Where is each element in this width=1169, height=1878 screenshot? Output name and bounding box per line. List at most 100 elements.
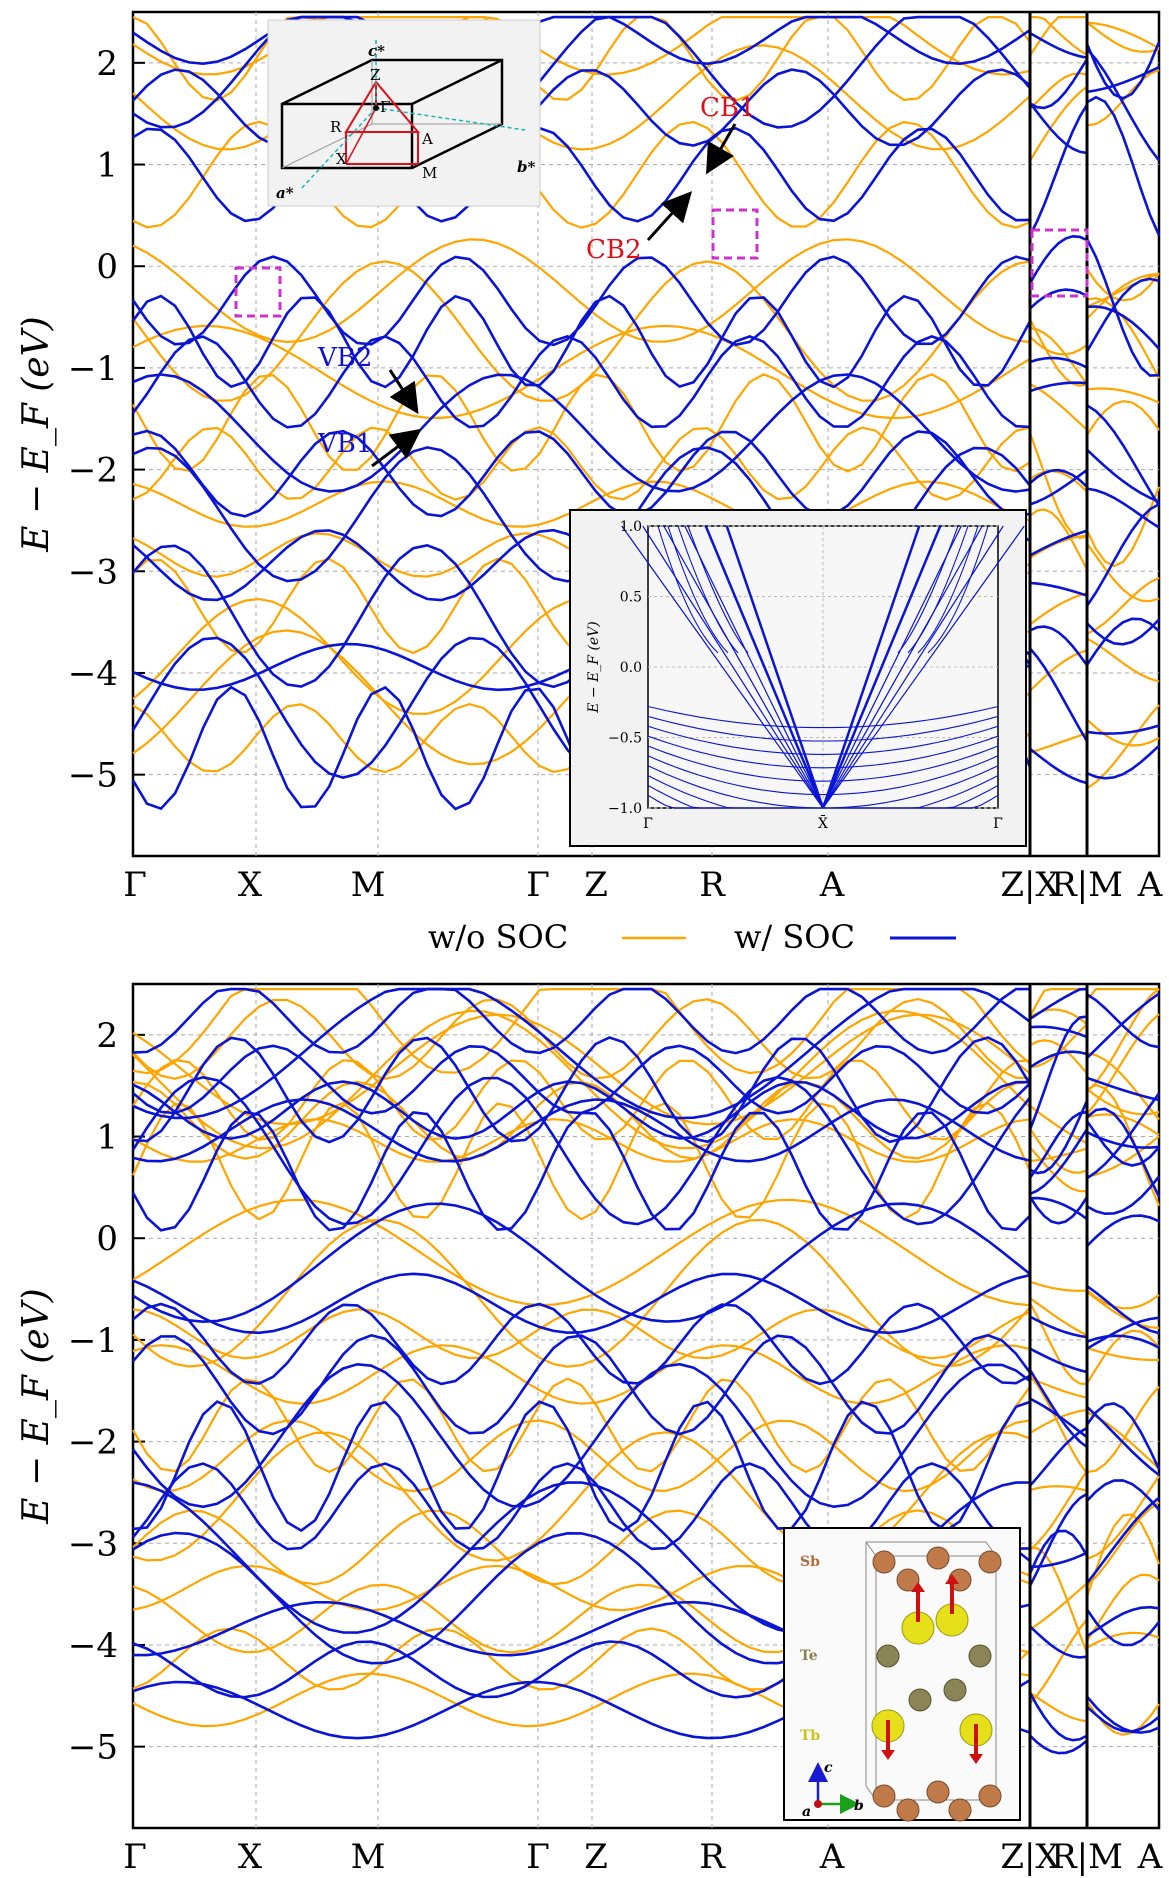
x-tick-label-4: Z	[584, 865, 608, 905]
x-tick-label-0: Γ	[123, 1837, 147, 1877]
band-no-soc-26	[1086, 400, 1160, 436]
band-no-soc-7	[1029, 1039, 1088, 1075]
x-tick-label-1: X	[238, 1837, 263, 1877]
band-no-soc-41	[1086, 718, 1160, 747]
surface-inset-y-ticks: 1.0 0.5 0.0 −0.5 −1.0	[608, 519, 642, 817]
band-soc-56	[1086, 95, 1161, 236]
band-soc-65	[1086, 305, 1160, 350]
band-no-soc-19	[1029, 326, 1088, 385]
band-soc-60	[132, 987, 1030, 1055]
y-tick-label-6: −4	[68, 1626, 118, 1666]
band-soc-90	[132, 1302, 1031, 1386]
bottom-band-panel: 210−1−2−3−4−5 Γ X M Γ Z R A Z|XR|M A E − E_F (eV…	[16, 982, 1163, 1877]
inset-band-5	[822, 525, 962, 809]
band-no-soc-58	[1029, 1691, 1088, 1723]
atom-label-tb: Tb	[800, 1728, 820, 1744]
band-no-soc-25	[1029, 1280, 1088, 1292]
y-tick-label-2: 0	[96, 247, 118, 287]
band-soc-78	[131, 1075, 1032, 1226]
band-no-soc-50	[1085, 1513, 1161, 1598]
surface-inset-y-title: E − E_F (eV)	[586, 621, 602, 714]
band-no-soc-23	[1086, 387, 1160, 404]
band-soc-74	[1086, 487, 1160, 529]
band-soc-74	[1086, 1092, 1161, 1180]
band-no-soc-24	[132, 1198, 1031, 1307]
band-soc-72	[132, 1080, 1031, 1140]
y-tick-label-2: 0	[96, 1219, 118, 1259]
highlight-box-x	[234, 266, 282, 318]
band-soc-59	[1085, 238, 1160, 377]
highlight-box-zx	[1030, 228, 1089, 298]
band-soc-112	[1029, 1625, 1088, 1659]
band-no-soc-0	[132, 988, 1031, 1075]
band-soc-77	[1085, 503, 1160, 607]
sb-atom-7	[978, 1784, 1002, 1808]
te-atom-1	[968, 1644, 992, 1668]
band-soc-55	[1028, 104, 1089, 237]
legend: w/o SOC w/ SOC	[428, 918, 956, 956]
band-no-soc-45	[132, 1509, 1031, 1586]
band-no-soc-5	[1086, 988, 1160, 1094]
band-soc-100	[1029, 1426, 1088, 1487]
sb-atom-8	[896, 1798, 920, 1822]
band-soc-80	[1086, 1175, 1161, 1216]
sb-atom-0	[872, 1550, 896, 1574]
vb1-arrow	[371, 428, 422, 468]
y-tick-label-4: −2	[68, 1423, 118, 1463]
inset-y-tick-3: −0.5	[608, 731, 642, 747]
inset-x-tick-0: Γ̄	[643, 816, 653, 832]
x-tick-label-3: Γ	[526, 865, 550, 905]
atom-label-te: Te	[800, 1648, 818, 1664]
inset-band-4	[684, 525, 824, 809]
band-soc-50	[1086, 66, 1160, 94]
band-no-soc-32	[1086, 1346, 1159, 1362]
band-soc-110	[1085, 1608, 1161, 1647]
band-soc-47	[1085, 41, 1161, 100]
band-no-soc-38	[1086, 1385, 1160, 1474]
inset-x-tick-1: X̄	[818, 814, 828, 832]
band-soc-106	[1028, 1492, 1088, 1587]
bottom-y-axis-title: E − E_F (eV)	[16, 1288, 57, 1524]
band-soc-85	[1029, 1196, 1088, 1221]
band-no-soc-53	[1086, 1573, 1160, 1642]
band-no-soc-21	[131, 1101, 1032, 1221]
y-tick-label-5: −3	[68, 1524, 118, 1564]
band-no-soc-32	[1086, 542, 1160, 603]
band-soc-118	[1029, 1734, 1088, 1755]
band-soc-57	[131, 255, 1031, 347]
band-no-soc-29	[1086, 1290, 1160, 1330]
inset-band-14	[647, 725, 999, 755]
band-soc-73	[1029, 468, 1088, 488]
band-no-soc-22	[1029, 1146, 1087, 1193]
band-soc-101	[1085, 1402, 1161, 1470]
x-tick-label-6: A	[819, 1837, 845, 1877]
band-no-soc-21	[132, 373, 1031, 473]
band-soc-109	[1028, 1529, 1089, 1575]
y-tick-label-4: −2	[68, 451, 118, 491]
band-no-soc-44	[1086, 1475, 1160, 1560]
band-no-soc-37	[1029, 1375, 1088, 1474]
cb1-arrow	[706, 123, 737, 175]
legend-label-with-soc: w/ SOC	[734, 918, 855, 956]
vb1-label: VB1	[317, 429, 372, 459]
band-soc-102	[131, 1462, 1031, 1551]
x-tick-label-2: M	[351, 865, 386, 905]
sb-atom-6	[926, 1780, 950, 1804]
band-soc-49	[1029, 58, 1089, 110]
band-no-soc-12	[132, 1058, 1031, 1141]
band-soc-83	[1085, 617, 1160, 666]
band-soc-71	[1086, 404, 1161, 507]
band-soc-64	[1029, 356, 1088, 369]
top-y-tick-labels: 2 1 0 −1 −2 −3 −4 −5	[68, 44, 118, 796]
band-no-soc-46	[1029, 1485, 1088, 1492]
bottom-x-tick-labels: Γ X M Γ Z R A Z|XR|M A	[123, 1837, 1163, 1877]
band-no-soc-29	[1086, 486, 1161, 568]
bz-inset-background	[267, 19, 541, 207]
te-atom-2	[908, 1688, 932, 1712]
band-soc-73	[1029, 1100, 1089, 1175]
band-soc-88	[1029, 1315, 1088, 1339]
band-soc-89	[1086, 744, 1160, 780]
band-soc-81	[131, 1110, 1031, 1232]
crystal-structure-inset: Sb Te Tb c b a	[783, 1527, 1021, 1822]
